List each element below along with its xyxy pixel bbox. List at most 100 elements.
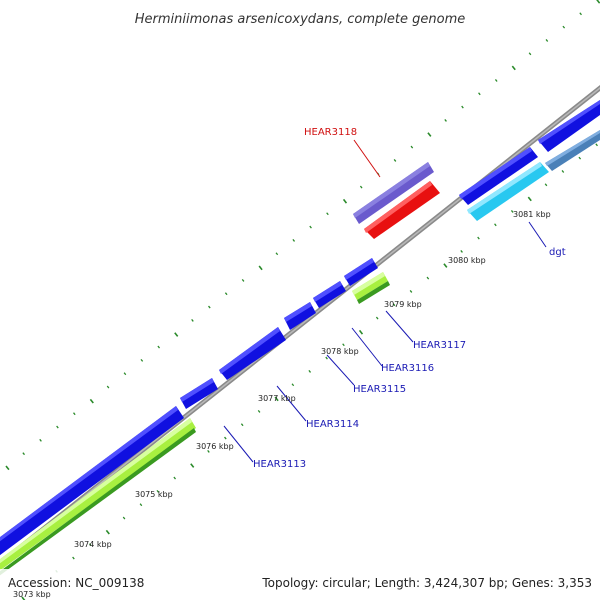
tick-mark — [510, 210, 514, 213]
tick-mark — [477, 236, 480, 240]
tick-mark — [190, 463, 195, 468]
gene-label-hear3114[interactable]: HEAR3114 — [306, 419, 359, 430]
tick-mark — [191, 318, 194, 322]
gene-label-hear3113[interactable]: HEAR3113 — [253, 459, 306, 470]
tick-mark — [443, 263, 448, 268]
kbp-label: 3080 kbp — [448, 256, 486, 265]
tick-mark — [5, 465, 10, 471]
kbp-label: 3076 kbp — [196, 442, 234, 451]
kbp-label: 3074 kbp — [74, 540, 112, 549]
tick-mark — [122, 516, 126, 520]
tick-mark — [156, 489, 160, 493]
tick-mark — [258, 265, 263, 271]
kbp-label: 3073 kbp — [13, 590, 51, 599]
tick-mark — [342, 198, 348, 204]
tick-mark — [274, 396, 279, 402]
tick-mark — [596, 0, 600, 4]
tick-mark — [207, 449, 210, 453]
kbp-label: 3078 kbp — [321, 347, 359, 356]
tick-mark — [444, 119, 447, 122]
gene-label-hear3116[interactable]: HEAR3116 — [381, 363, 434, 374]
gene-label-hear3117[interactable]: HEAR3117 — [413, 340, 466, 351]
tick-mark — [426, 276, 430, 280]
kbp-label: 3075 kbp — [135, 490, 173, 499]
inner-tick-ring — [21, 143, 598, 600]
tick-mark — [393, 159, 397, 162]
gene-hear3114[interactable] — [219, 327, 286, 380]
outer-tick-ring — [5, 0, 600, 471]
kbp-label: 3081 kbp — [513, 210, 551, 219]
tick-mark — [88, 543, 92, 547]
tick-mark — [579, 12, 582, 16]
gene-hear3118[interactable] — [364, 181, 440, 239]
tick-mark — [427, 132, 432, 137]
genome-summary-text: Topology: circular; Length: 3,424,307 bp… — [261, 576, 592, 590]
tick-mark — [72, 556, 75, 560]
tick-mark — [461, 105, 464, 109]
tick-mark — [527, 196, 532, 202]
tick-mark — [22, 452, 25, 456]
tick-mark — [595, 143, 598, 147]
tick-mark — [240, 423, 244, 427]
tick-mark — [494, 79, 498, 82]
tick-mark — [39, 438, 42, 442]
tick-mark — [308, 369, 312, 373]
gene-hear3115[interactable] — [284, 302, 316, 330]
tick-mark — [241, 278, 245, 282]
tick-mark — [410, 145, 414, 149]
gene-hear3113-b[interactable] — [0, 406, 184, 570]
map-title: Herminiimonas arsenicoxydans, complete g… — [135, 12, 465, 27]
gene-label-hear3115[interactable]: HEAR3115 — [353, 384, 406, 395]
gene-upper-right-2[interactable] — [459, 147, 538, 205]
tick-mark — [358, 329, 364, 335]
tick-mark — [460, 250, 463, 253]
kbp-label: 3079 kbp — [384, 300, 422, 309]
tick-mark — [478, 92, 481, 96]
gene-label-hear3118[interactable]: HEAR3118 — [304, 127, 357, 138]
gene-hear3117[interactable] — [344, 258, 378, 286]
tick-mark — [139, 503, 143, 507]
tick-mark — [528, 52, 532, 56]
tick-mark — [89, 398, 94, 404]
tick-mark — [409, 290, 413, 293]
gene-label-dgt[interactable]: dgt — [549, 247, 566, 258]
tick-mark — [106, 385, 110, 389]
tick-mark — [309, 225, 312, 229]
tick-mark — [140, 358, 144, 362]
gene-hear3116[interactable] — [313, 281, 346, 308]
tick-mark — [544, 183, 548, 187]
gene-green-long[interactable] — [0, 428, 196, 590]
tick-mark — [72, 412, 76, 416]
tick-mark — [375, 316, 379, 320]
tick-mark — [123, 372, 127, 376]
tick-mark — [325, 356, 328, 360]
tick-mark — [326, 212, 329, 216]
tick-mark — [56, 425, 59, 429]
accession-text: Accession: NC_009138 — [8, 576, 144, 590]
tick-mark — [342, 343, 345, 347]
tick-mark — [494, 223, 497, 227]
tick-mark — [105, 529, 110, 535]
tick-mark — [21, 596, 26, 600]
gene-hear3113-a[interactable] — [180, 378, 218, 409]
kbp-label: 3077 kbp — [258, 394, 296, 403]
tick-mark — [275, 252, 279, 256]
tick-mark — [208, 305, 211, 309]
gene-lime-long[interactable] — [0, 418, 196, 585]
leader-lines — [223, 139, 547, 463]
tick-mark — [224, 292, 228, 296]
tick-mark — [578, 156, 582, 160]
tick-mark — [511, 65, 516, 71]
tick-mark — [174, 332, 179, 337]
tick-mark — [173, 476, 177, 480]
gene-dgt[interactable] — [467, 162, 549, 221]
tick-mark — [157, 345, 161, 349]
tick-mark — [291, 383, 295, 387]
tick-mark — [224, 436, 227, 440]
tick-mark — [292, 238, 296, 242]
tick-mark — [545, 39, 549, 42]
gene-features — [0, 100, 600, 590]
tick-mark — [257, 409, 261, 413]
gene-hear3118-upper[interactable] — [353, 162, 434, 224]
